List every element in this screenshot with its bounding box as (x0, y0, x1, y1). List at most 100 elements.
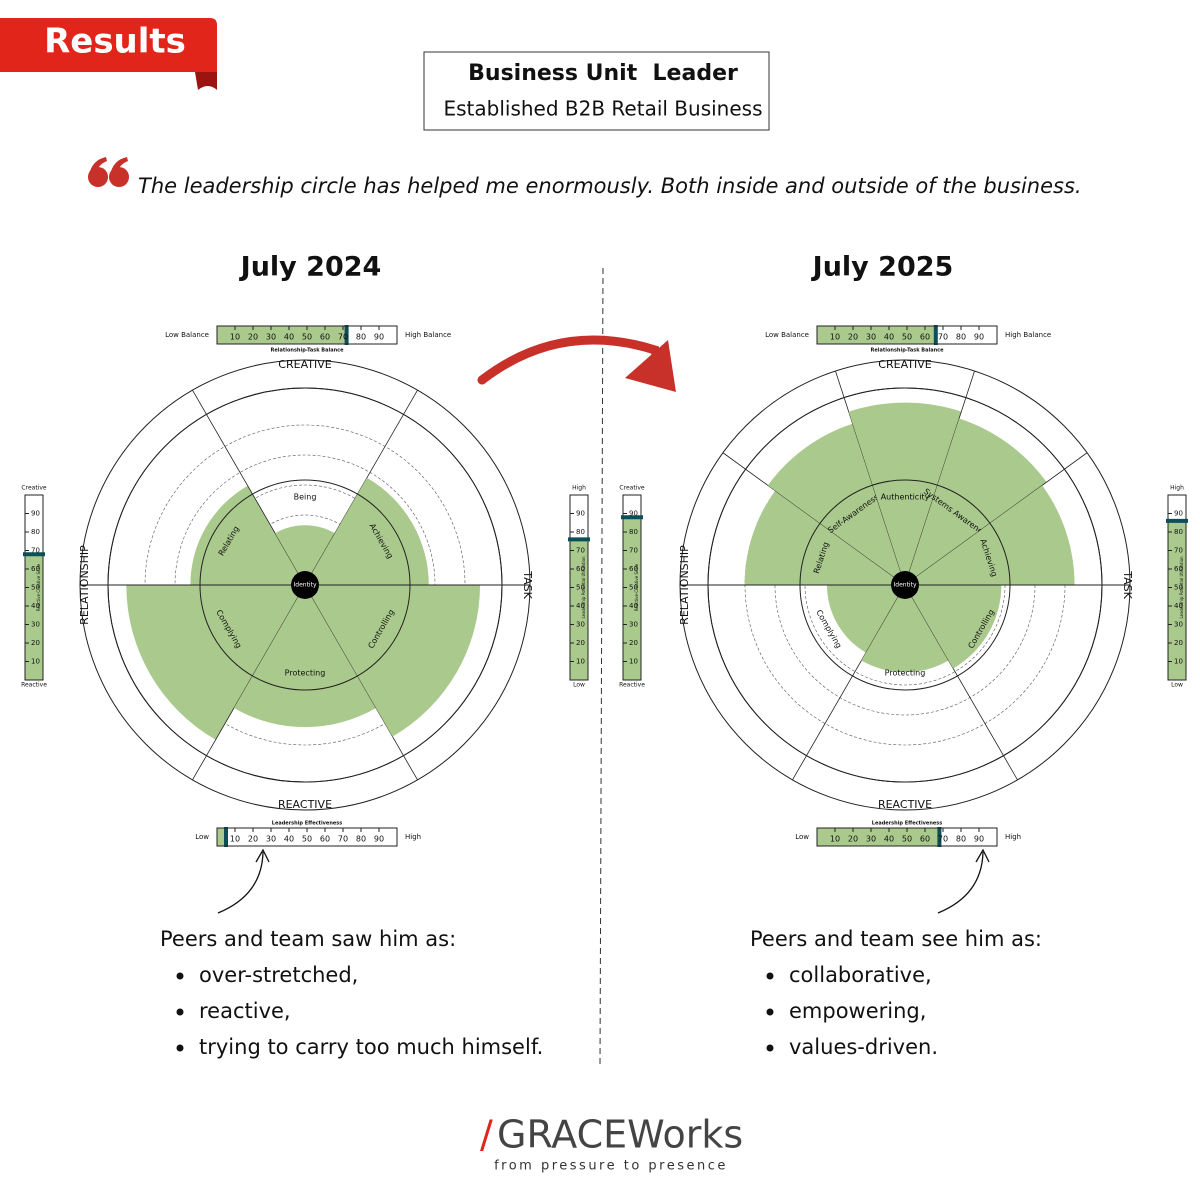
gauge-tick-label: 80 (356, 333, 366, 342)
badge-text: Results (44, 22, 186, 62)
gauge-tick-label: 50 (302, 835, 312, 844)
gauge-tick-label: 10 (830, 333, 840, 342)
vgauge-outline (1167, 494, 1187, 681)
segment-divider (904, 452, 1088, 586)
vgauge-tick-label: 70 (576, 547, 585, 555)
vgauge-tick-label: 30 (629, 621, 638, 629)
identity (891, 571, 919, 599)
vgauge-outline (569, 494, 589, 681)
bullet: over-stretched, (199, 963, 358, 987)
vgauge-tick-label: 30 (1174, 621, 1183, 629)
segment-label: Protecting (285, 669, 326, 678)
score-wedge (312, 477, 429, 585)
score-wedge (744, 490, 894, 585)
vgauge-fill (1168, 520, 1186, 680)
score-wedge (826, 585, 898, 653)
vgauge-tick-label: 30 (576, 621, 585, 629)
bullet-dot (176, 1008, 184, 1016)
gauge-outline (216, 325, 398, 345)
axis-right: TASK (521, 570, 534, 599)
vgauge-tick-label: 60 (31, 565, 40, 573)
gauge-tick-label: 10 (230, 835, 240, 844)
vgauge-tick-label: 20 (1174, 639, 1183, 647)
segment-label: Protecting (885, 669, 926, 678)
vgauge-top: High (572, 485, 586, 492)
vgauge-tick-label: 50 (31, 584, 40, 592)
segment-divider (192, 389, 306, 586)
vgauge-tick-label: 70 (31, 547, 40, 555)
vgauge-tick-label: 80 (629, 528, 638, 536)
gauge-tick-label: 60 (320, 333, 330, 342)
gauge-tick-label: 60 (920, 835, 930, 844)
bullet-dot (176, 972, 184, 980)
vgauge-tick-label: 30 (31, 621, 40, 629)
segment-label: Authenticity (881, 493, 930, 502)
gauge-title: Relationship-Task Balance (271, 348, 345, 354)
gauge-tick-label: 50 (902, 333, 912, 342)
gauge-tick-label: 40 (884, 333, 894, 342)
gauge-tick-label: 50 (302, 333, 312, 342)
vgauge-tick-label: 10 (576, 658, 585, 666)
gauge-tick-label: 90 (974, 333, 984, 342)
vgauge-fill (570, 539, 588, 680)
panel-title: July 2025 (811, 252, 954, 283)
gauge-title: Leadership Effectiveness (272, 821, 342, 827)
segment-divider (304, 389, 418, 586)
vgauge-tick-label: 60 (629, 565, 638, 573)
vgauge-top: Creative (619, 485, 644, 492)
axis-left: RELATIONSHIP (678, 545, 691, 625)
subtitle: Established B2B Retail Business (443, 97, 762, 121)
gauge-low: Low (795, 833, 809, 841)
vgauge-tick-label: 10 (1174, 658, 1183, 666)
list-heading: Peers and team see him as: (750, 927, 1042, 951)
gauge-tick-label: 80 (956, 333, 966, 342)
badge-fold (195, 72, 217, 90)
gauge-low: Low (195, 833, 209, 841)
vgauge-tick-label: 50 (629, 584, 638, 592)
vgauge-tick-label: 60 (1174, 565, 1183, 573)
vgauge-tick-label: 80 (1174, 528, 1183, 536)
vgauge-tick-label: 90 (1174, 510, 1183, 518)
tagline: from pressure to presence (494, 1159, 728, 1174)
gauge-low: Low Balance (165, 331, 209, 339)
identity-label: Identity (894, 582, 917, 589)
vgauge-tick-label: 40 (1174, 602, 1183, 610)
axis-right: TASK (1121, 570, 1134, 599)
panel-title: July 2024 (239, 252, 382, 283)
vgauge-top: Creative (21, 485, 46, 492)
gauge-tick-label: 40 (884, 835, 894, 844)
gauge-tick-label: 40 (284, 333, 294, 342)
gauge-low: Low Balance (765, 331, 809, 339)
title: Business Unit Leader (468, 61, 738, 86)
vgauge-tick-label: 80 (576, 528, 585, 536)
vgauge-tick-label: 90 (629, 510, 638, 518)
gauge-tick-label: 30 (866, 333, 876, 342)
axis-bottom: REACTIVE (878, 798, 932, 811)
brand: GRACEWorks (497, 1113, 743, 1157)
vgauge-bottom: Low (1171, 682, 1183, 689)
gauge-tick-label: 60 (320, 835, 330, 844)
score-wedge (848, 402, 962, 572)
list-heading: Peers and team saw him as: (160, 927, 456, 951)
axis-top: CREATIVE (878, 358, 931, 371)
axis-left: RELATIONSHIP (78, 545, 91, 625)
gauge-tick-label: 30 (866, 835, 876, 844)
vgauge-tick-label: 40 (31, 602, 40, 610)
gauge-tick-label: 70 (938, 333, 948, 342)
big-arrow-head (625, 340, 676, 392)
vgauge-tick-label: 60 (576, 565, 585, 573)
gauge-outline (816, 325, 998, 345)
gauge-fill (217, 326, 347, 344)
segment-divider (304, 584, 418, 781)
segment-divider (904, 584, 1018, 781)
vgauge-tick-label: 80 (31, 528, 40, 536)
gauge-tick-label: 80 (956, 835, 966, 844)
vgauge-bottom: Low (573, 682, 585, 689)
vgauge-bottom: Reactive (619, 682, 645, 689)
bullet-dot (766, 1044, 774, 1052)
vgauge-bottom: Reactive (21, 682, 47, 689)
bullet: values-driven. (789, 1035, 938, 1059)
vgauge-tick-label: 70 (1174, 547, 1183, 555)
small-arrows (217, 848, 990, 914)
